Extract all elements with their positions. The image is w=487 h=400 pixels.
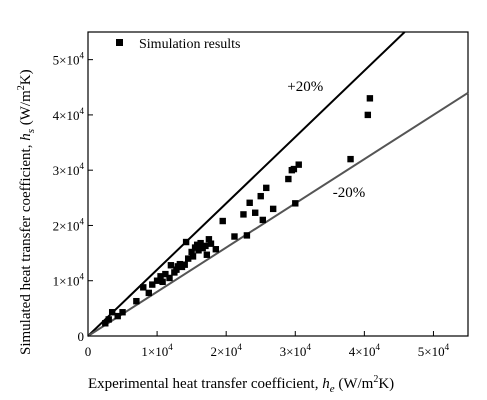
data-point xyxy=(257,192,264,200)
data-point xyxy=(173,266,180,273)
y-tick-label: 3×104 xyxy=(53,161,85,178)
data-point xyxy=(202,242,209,250)
legend: Simulation results xyxy=(116,37,241,52)
data-point xyxy=(108,309,116,316)
data-point xyxy=(188,248,195,256)
data-point xyxy=(263,184,270,192)
data-point xyxy=(366,95,374,102)
data-point xyxy=(203,251,211,258)
data-point xyxy=(193,241,201,248)
data-point xyxy=(133,297,140,305)
data-point xyxy=(259,216,266,224)
data-point xyxy=(252,209,259,216)
data-point xyxy=(195,247,202,254)
data-point xyxy=(114,312,121,320)
y-tick-label: 0 xyxy=(78,329,85,344)
data-point xyxy=(240,211,247,218)
data-point xyxy=(219,217,226,225)
x-tick-label: 0 xyxy=(85,344,92,359)
data-point xyxy=(231,233,238,240)
data-point xyxy=(149,281,156,288)
x-tick-label: 2×104 xyxy=(211,342,243,359)
y-axis-label: Simulated heat transfer coefficient, hs … xyxy=(16,69,37,355)
y-tick-label: 5×104 xyxy=(53,51,85,68)
reference-line-label: -20% xyxy=(333,185,366,201)
data-point xyxy=(246,199,253,206)
y-tick-label: 2×104 xyxy=(53,216,85,233)
data-point xyxy=(105,316,112,323)
data-point xyxy=(205,236,213,243)
data-point xyxy=(140,284,147,291)
data-point xyxy=(167,262,175,269)
x-tick-label: 1×104 xyxy=(141,342,173,359)
data-point xyxy=(184,255,192,262)
data-point xyxy=(145,289,152,297)
data-point xyxy=(207,240,215,247)
data-point xyxy=(269,205,277,213)
reference-line-label: +20% xyxy=(287,79,323,95)
data-point xyxy=(364,111,372,119)
data-point xyxy=(159,278,166,286)
plot-frame xyxy=(87,31,469,337)
y-tick-label: 1×104 xyxy=(53,272,85,289)
data-point xyxy=(347,155,354,163)
data-point xyxy=(197,239,204,247)
data-point xyxy=(181,261,188,268)
y-tick-label: 4×104 xyxy=(53,106,85,123)
data-point xyxy=(102,320,109,327)
data-point xyxy=(212,246,220,253)
data-point xyxy=(285,175,292,183)
data-point xyxy=(189,253,197,260)
data-point xyxy=(162,270,169,278)
line-annotations: +20% -20% xyxy=(287,79,365,201)
data-point xyxy=(119,309,126,316)
x-tick-label: 5×104 xyxy=(418,342,450,359)
reference-line xyxy=(87,91,469,337)
data-point xyxy=(166,274,173,282)
data-point xyxy=(295,161,302,168)
data-point xyxy=(157,273,164,280)
x-tick-label: 4×104 xyxy=(349,342,381,359)
data-point xyxy=(292,200,299,207)
legend-label: Simulation results xyxy=(139,37,241,52)
data-point xyxy=(290,165,298,173)
x-axis-label: Experimental heat transfer coefficient, … xyxy=(88,374,394,395)
axis-ticks: 0 1×104 2×104 3×104 4×104 5×104 0 1×104 2×104 3×1… xyxy=(53,51,450,359)
legend-marker xyxy=(116,39,123,46)
data-point xyxy=(243,232,251,239)
data-point xyxy=(153,277,161,284)
x-tick-label: 3×104 xyxy=(280,342,312,359)
data-point xyxy=(182,238,190,246)
data-points xyxy=(102,95,374,327)
